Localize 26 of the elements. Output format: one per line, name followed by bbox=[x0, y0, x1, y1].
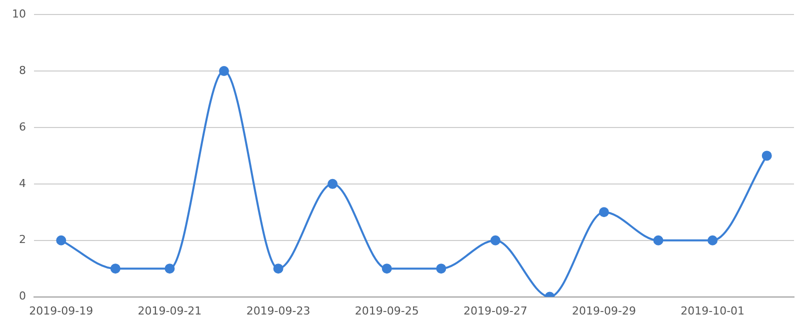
point bbox=[490, 235, 500, 246]
point bbox=[164, 264, 175, 274]
y-tick-label: 6 bbox=[18, 120, 26, 134]
y-tick-label: 10 bbox=[12, 7, 26, 20]
point bbox=[653, 235, 664, 246]
point bbox=[599, 207, 609, 218]
point bbox=[219, 66, 229, 76]
x-tick-label: 2019-09-27 bbox=[463, 304, 528, 318]
point bbox=[708, 235, 718, 246]
x-tick-label: 2019-09-23 bbox=[246, 304, 310, 318]
point bbox=[110, 264, 120, 274]
x-tick-label: 2019-09-25 bbox=[354, 304, 419, 318]
y-tick-label: 4 bbox=[18, 176, 26, 190]
point bbox=[273, 264, 284, 274]
point bbox=[762, 150, 772, 161]
point bbox=[56, 235, 66, 246]
y-tick-label: 0 bbox=[18, 290, 26, 303]
point bbox=[328, 178, 338, 189]
x-tick-label: 2019-10-01 bbox=[680, 304, 745, 318]
y-tick-label: 8 bbox=[18, 64, 26, 77]
x-tick-label: 2019-09-29 bbox=[572, 304, 636, 318]
point bbox=[382, 264, 392, 274]
x-tick-label: 2019-09-21 bbox=[138, 304, 202, 318]
y-tick-label: 2 bbox=[18, 233, 26, 246]
x-tick-label: 2019-09-19 bbox=[29, 304, 94, 318]
point bbox=[436, 264, 446, 274]
